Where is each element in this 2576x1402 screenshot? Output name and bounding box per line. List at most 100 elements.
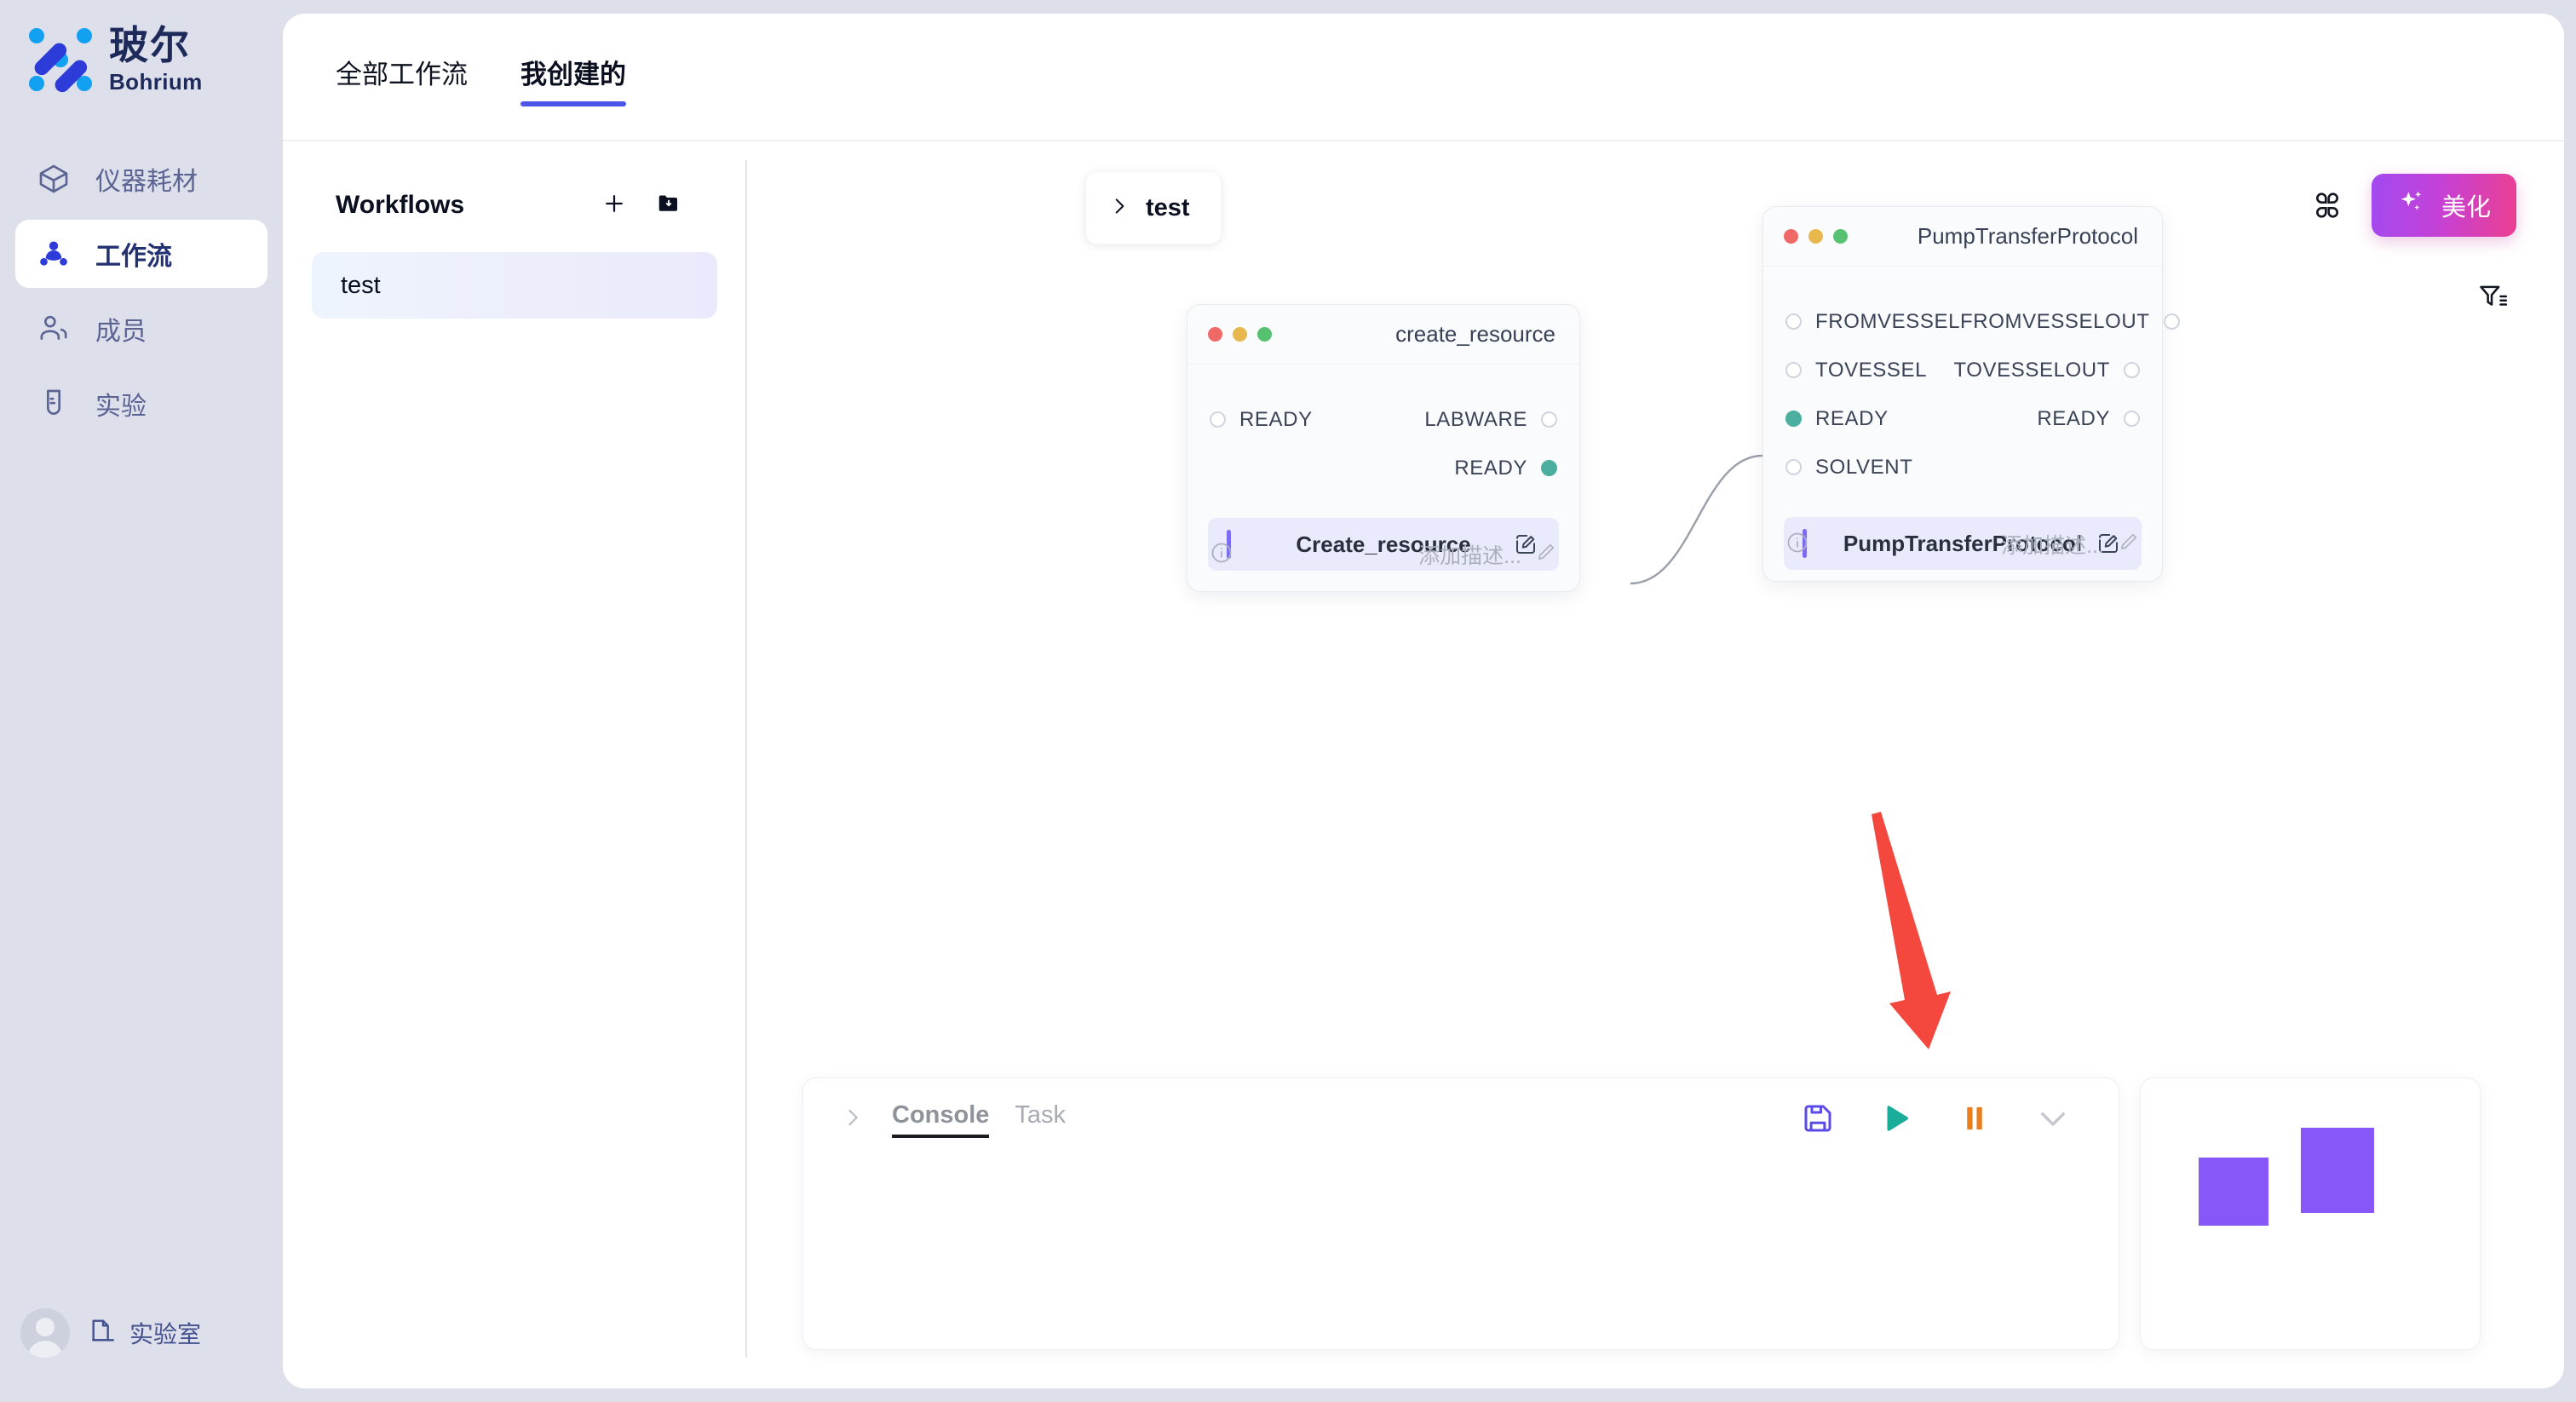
port-label: READY bbox=[1239, 407, 1313, 431]
minimize-dot-icon[interactable] bbox=[1233, 327, 1247, 342]
square-small[interactable] bbox=[2199, 1158, 2268, 1226]
port-handle-icon[interactable] bbox=[1785, 362, 1802, 378]
close-dot-icon[interactable] bbox=[1208, 327, 1222, 342]
port-handle-icon[interactable] bbox=[1785, 411, 1802, 427]
sparkle-icon bbox=[2397, 187, 2426, 223]
node-title: PumpTransferProtocol bbox=[1917, 223, 2138, 249]
output-port[interactable]: LABWARE bbox=[1424, 408, 1557, 432]
close-dot-icon[interactable] bbox=[1784, 229, 1798, 244]
pencil-icon[interactable] bbox=[1535, 541, 1557, 569]
breadcrumb[interactable]: test bbox=[1086, 172, 1221, 244]
pause-icon[interactable] bbox=[1957, 1100, 1992, 1141]
port-label: READY bbox=[1454, 456, 1527, 480]
sidebar-item-experiment[interactable]: 实验 bbox=[15, 370, 267, 438]
minimize-dot-icon[interactable] bbox=[1808, 229, 1823, 244]
folder-download-icon bbox=[656, 191, 681, 221]
port-handle-icon[interactable] bbox=[2163, 313, 2180, 330]
workflow-name: test bbox=[341, 271, 381, 299]
port-handle-icon[interactable] bbox=[1541, 411, 1557, 428]
brand-name-en: Bohrium bbox=[109, 69, 203, 95]
edge-layer bbox=[1630, 454, 1763, 585]
node-action-chip[interactable]: PumpTransferProtocol bbox=[1784, 517, 2142, 570]
info-circle-icon[interactable] bbox=[1210, 541, 1233, 569]
traffic-lights bbox=[1208, 327, 1272, 342]
maximize-dot-icon[interactable] bbox=[1257, 327, 1272, 342]
port-row: READY LABWARE bbox=[1187, 395, 1579, 444]
four-dots-icon[interactable] bbox=[2309, 187, 2346, 224]
node-description[interactable]: 添加描述... bbox=[1418, 539, 1557, 570]
node-footer: 添加描述... bbox=[1763, 508, 2162, 581]
preview-panel[interactable] bbox=[2140, 1077, 2481, 1350]
play-icon[interactable] bbox=[1878, 1100, 1914, 1141]
sidebar-item-label: 工作流 bbox=[95, 243, 172, 271]
console-body[interactable] bbox=[803, 1160, 2119, 1349]
sidebar-item-label: 仪器耗材 bbox=[95, 168, 198, 196]
sidebar-footer: 实验室 bbox=[20, 1308, 201, 1358]
save-icon[interactable] bbox=[1800, 1100, 1836, 1141]
output-port[interactable]: TOVESSELOUT bbox=[1953, 359, 2140, 382]
port-label: READY bbox=[1815, 406, 1889, 430]
tab-all-workflows[interactable]: 全部工作流 bbox=[336, 60, 468, 89]
node-description[interactable]: 添加描述... bbox=[2001, 529, 2140, 560]
tab-console[interactable]: Console bbox=[892, 1101, 990, 1138]
tab-my-created[interactable]: 我创建的 bbox=[520, 53, 626, 106]
chevron-right-icon[interactable] bbox=[841, 1106, 865, 1134]
workflows-list: test bbox=[312, 252, 717, 319]
maximize-dot-icon[interactable] bbox=[1833, 229, 1848, 244]
sidebar-item-workflow[interactable]: 工作流 bbox=[15, 220, 267, 288]
pencil-icon[interactable] bbox=[2118, 531, 2140, 559]
sidebar-item-members[interactable]: 成员 bbox=[15, 295, 267, 363]
sidebar-item-instruments[interactable]: 仪器耗材 bbox=[15, 145, 267, 213]
port-handle-icon[interactable] bbox=[1210, 411, 1226, 428]
input-port[interactable]: TOVESSEL bbox=[1785, 359, 1927, 382]
add-workflow-button[interactable] bbox=[589, 184, 639, 227]
import-workflow-button[interactable] bbox=[644, 184, 693, 227]
plus-icon bbox=[601, 191, 627, 221]
node-action-chip[interactable]: Create_resource bbox=[1208, 518, 1559, 571]
lab-switcher[interactable]: 实验室 bbox=[89, 1316, 201, 1351]
console-tabs: Console Task bbox=[892, 1101, 1066, 1138]
sidebar-item-label: 实验 bbox=[95, 393, 147, 421]
output-port[interactable]: FROMVESSELOUT bbox=[1960, 310, 2180, 334]
filter-icon[interactable] bbox=[2474, 278, 2511, 315]
input-port[interactable]: READY bbox=[1785, 407, 1889, 431]
building-icon bbox=[89, 1316, 118, 1351]
sidebar-nav: 仪器耗材 工作流 bbox=[15, 145, 267, 445]
avatar-icon[interactable] bbox=[20, 1308, 70, 1358]
node-pump-transfer-protocol[interactable]: PumpTransferProtocol FROMVESSEL FROMVESS… bbox=[1762, 206, 2180, 582]
list-item[interactable]: test bbox=[312, 252, 717, 319]
brand[interactable]: 玻尔 Bohrium bbox=[27, 26, 203, 93]
node-create-resource[interactable]: create_resource READY LABWARE bbox=[1187, 304, 1580, 592]
port-handle-icon[interactable] bbox=[1541, 460, 1557, 476]
edit-square-icon[interactable] bbox=[1513, 531, 1538, 557]
lab-label: 实验室 bbox=[129, 1321, 202, 1347]
port-handle-icon[interactable] bbox=[2124, 411, 2140, 427]
port-handle-icon[interactable] bbox=[1785, 459, 1802, 475]
output-port[interactable]: READY bbox=[2037, 407, 2140, 431]
tabs-underline bbox=[283, 140, 2564, 141]
brand-name-cn: 玻尔 bbox=[109, 23, 191, 67]
tab-task[interactable]: Task bbox=[1015, 1100, 1067, 1129]
info-circle-icon[interactable] bbox=[1785, 531, 1809, 559]
workflows-header: Workflows bbox=[336, 184, 693, 227]
box-icon bbox=[36, 161, 72, 197]
workflows-panel: Workflows bbox=[283, 141, 746, 1388]
port-label: FROMVESSELOUT bbox=[1960, 309, 2150, 333]
input-port[interactable]: SOLVENT bbox=[1785, 456, 1912, 480]
beautify-button[interactable]: 美化 bbox=[2371, 174, 2516, 237]
chip-label: Create_resource bbox=[1296, 531, 1471, 557]
square-large[interactable] bbox=[2301, 1128, 2374, 1213]
chevron-right-icon[interactable] bbox=[1108, 195, 1130, 221]
port-handle-icon[interactable] bbox=[2124, 362, 2140, 378]
chevron-down-icon[interactable] bbox=[2035, 1100, 2071, 1141]
chip-label: PumpTransferProtocol bbox=[1843, 530, 2083, 556]
workflow-icon bbox=[36, 236, 72, 272]
output-port[interactable]: READY bbox=[1454, 457, 1557, 480]
edit-square-icon[interactable] bbox=[2096, 531, 2121, 556]
sidebar-item-label: 成员 bbox=[95, 318, 147, 346]
input-port[interactable]: READY bbox=[1210, 408, 1313, 432]
traffic-lights bbox=[1784, 229, 1848, 244]
input-port[interactable]: FROMVESSEL bbox=[1785, 310, 1960, 334]
port-handle-icon[interactable] bbox=[1785, 313, 1802, 330]
node-ports: READY LABWARE READY bbox=[1187, 365, 1579, 492]
